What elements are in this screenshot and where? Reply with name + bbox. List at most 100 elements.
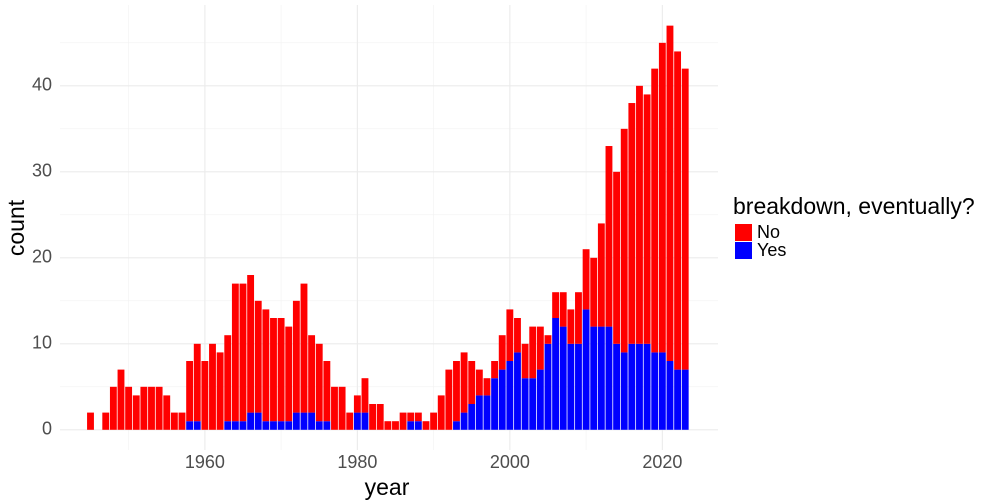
bar bbox=[430, 412, 438, 430]
bar bbox=[643, 343, 651, 430]
bar bbox=[361, 412, 369, 430]
x-tick-label: 2020 bbox=[642, 452, 682, 472]
x-tick-label: 2000 bbox=[490, 452, 530, 472]
bar bbox=[620, 352, 628, 430]
y-tick-label: 40 bbox=[32, 75, 52, 95]
bar bbox=[315, 421, 323, 430]
bar bbox=[590, 326, 598, 430]
bar bbox=[270, 421, 277, 430]
bar bbox=[674, 51, 682, 370]
bar bbox=[483, 395, 491, 430]
bar bbox=[231, 421, 239, 430]
bar bbox=[483, 378, 491, 396]
bar bbox=[636, 85, 643, 344]
bar bbox=[552, 318, 560, 430]
bar bbox=[186, 421, 194, 430]
bar bbox=[559, 326, 567, 430]
bar bbox=[140, 386, 148, 430]
bar bbox=[529, 326, 537, 379]
bar bbox=[163, 395, 171, 430]
bar bbox=[475, 369, 483, 396]
bar bbox=[651, 352, 659, 430]
bar bbox=[674, 369, 682, 430]
bar bbox=[506, 361, 514, 430]
bar bbox=[666, 361, 674, 430]
bar bbox=[155, 386, 163, 430]
bar bbox=[453, 361, 460, 422]
bar bbox=[468, 361, 476, 404]
bar bbox=[514, 352, 521, 430]
bar bbox=[308, 335, 316, 413]
bar bbox=[277, 421, 285, 430]
bar bbox=[262, 421, 270, 430]
bar bbox=[270, 318, 277, 422]
bar bbox=[224, 421, 232, 430]
y-tick-label: 20 bbox=[32, 247, 52, 267]
bar bbox=[102, 412, 110, 430]
bar bbox=[262, 309, 270, 422]
bar bbox=[193, 421, 201, 430]
bar bbox=[346, 412, 354, 430]
bar bbox=[414, 421, 422, 430]
y-tick-label: 30 bbox=[32, 161, 52, 181]
bar bbox=[277, 318, 285, 422]
bar bbox=[285, 421, 293, 430]
bar bbox=[681, 68, 689, 370]
bar bbox=[605, 326, 613, 430]
bar bbox=[498, 369, 506, 430]
bar bbox=[597, 223, 605, 327]
bar bbox=[300, 283, 308, 413]
bar bbox=[247, 412, 255, 430]
bar bbox=[186, 361, 194, 422]
bar bbox=[292, 300, 300, 413]
bar bbox=[559, 292, 567, 327]
bar bbox=[331, 386, 338, 430]
bar bbox=[514, 318, 521, 353]
bar bbox=[453, 421, 460, 430]
bar bbox=[216, 352, 224, 430]
x-axis-title: year bbox=[365, 474, 410, 500]
bar bbox=[353, 395, 361, 413]
bar bbox=[369, 403, 377, 430]
bar bbox=[567, 343, 575, 430]
bar bbox=[407, 421, 415, 430]
bar bbox=[529, 378, 537, 430]
bar bbox=[658, 352, 666, 430]
bar bbox=[544, 343, 552, 430]
legend-title: breakdown, eventually? bbox=[733, 193, 975, 219]
bar bbox=[445, 369, 453, 430]
bar bbox=[643, 94, 651, 344]
bar bbox=[651, 68, 659, 353]
bar bbox=[582, 249, 590, 310]
bar bbox=[201, 361, 209, 430]
x-tick-label: 1980 bbox=[337, 452, 377, 472]
bar bbox=[590, 257, 598, 327]
bar bbox=[125, 386, 133, 430]
bar bbox=[666, 25, 674, 361]
bar bbox=[376, 403, 384, 430]
bar bbox=[353, 412, 361, 430]
bar bbox=[170, 412, 178, 430]
bar bbox=[247, 275, 255, 413]
bar bbox=[407, 412, 415, 422]
bar bbox=[209, 343, 216, 430]
bar bbox=[536, 326, 544, 370]
x-tick-label: 1960 bbox=[185, 452, 225, 472]
bar bbox=[399, 412, 407, 430]
legend-key bbox=[735, 242, 752, 259]
bar bbox=[544, 335, 552, 344]
bar bbox=[193, 343, 201, 422]
bar bbox=[605, 146, 613, 327]
bar bbox=[620, 128, 628, 353]
bar bbox=[437, 395, 445, 430]
bar bbox=[361, 378, 369, 413]
bar bbox=[468, 403, 476, 430]
bar bbox=[636, 343, 643, 430]
bar bbox=[285, 326, 293, 422]
bar bbox=[132, 395, 140, 430]
bar bbox=[422, 421, 430, 430]
bar bbox=[224, 335, 232, 422]
bar bbox=[460, 352, 468, 413]
bar bbox=[323, 361, 331, 422]
